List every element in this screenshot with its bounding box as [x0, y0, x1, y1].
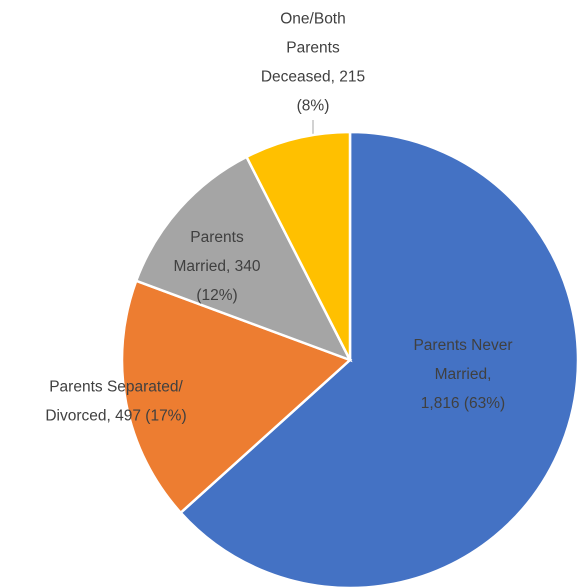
pie-slice — [134, 155, 353, 363]
data-label: Parents — [286, 40, 340, 57]
data-label: Parents Never — [413, 337, 512, 354]
data-label: Parents Separated/ — [49, 379, 183, 396]
pie-slice — [244, 130, 352, 361]
data-label: One/Both — [280, 11, 346, 28]
data-label: (12%) — [196, 287, 237, 304]
data-label: Deceased, 215 — [261, 69, 365, 86]
pie-slice — [178, 130, 577, 588]
data-label: Divorced, 497 (17%) — [45, 408, 186, 425]
data-label: 1,816 (63%) — [421, 395, 505, 412]
pie-slice — [120, 279, 353, 515]
data-label: (8%) — [297, 98, 330, 115]
data-label: Married, 340 — [173, 258, 260, 275]
data-label: Married, — [435, 366, 492, 383]
data-label: Parents — [190, 229, 244, 246]
